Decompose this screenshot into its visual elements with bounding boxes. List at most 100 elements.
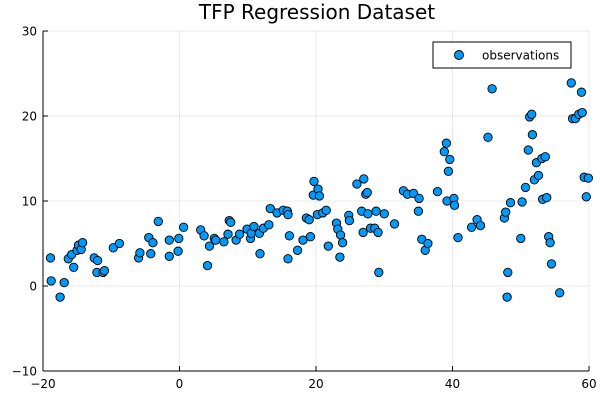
data-point bbox=[483, 132, 493, 142]
data-point bbox=[204, 241, 215, 251]
data-point bbox=[583, 173, 593, 183]
data-point bbox=[178, 222, 189, 232]
data-point bbox=[487, 84, 497, 94]
data-point bbox=[337, 238, 348, 248]
data-point bbox=[55, 292, 65, 302]
data-point bbox=[389, 219, 400, 229]
data-point bbox=[413, 206, 424, 216]
data-point bbox=[523, 145, 533, 155]
data-point bbox=[581, 192, 591, 202]
data-point bbox=[46, 276, 56, 286]
x-tick-label: 0 bbox=[176, 377, 184, 391]
data-point bbox=[219, 237, 229, 247]
data-point bbox=[164, 251, 174, 261]
data-point bbox=[501, 207, 511, 217]
data-point bbox=[321, 205, 331, 215]
data-point bbox=[249, 221, 259, 232]
data-point bbox=[540, 152, 550, 162]
data-point bbox=[443, 166, 454, 176]
data-point bbox=[283, 209, 293, 220]
data-point bbox=[373, 227, 383, 238]
data-point bbox=[174, 233, 184, 244]
data-point bbox=[265, 203, 275, 214]
y-tick-label: 0 bbox=[29, 280, 37, 294]
data-point bbox=[545, 238, 555, 248]
data-point bbox=[577, 107, 587, 118]
data-point bbox=[363, 209, 373, 219]
legend: observations bbox=[432, 41, 572, 69]
y-tick-label: −10 bbox=[12, 365, 37, 379]
x-tick-label: 40 bbox=[445, 377, 460, 391]
data-point bbox=[379, 209, 389, 219]
data-point bbox=[135, 248, 145, 258]
chart-title: TFP Regression Dataset bbox=[198, 0, 435, 24]
data-point bbox=[173, 246, 183, 256]
legend-label: observations bbox=[482, 49, 559, 63]
data-point bbox=[453, 232, 463, 243]
y-tick-label: 30 bbox=[22, 25, 37, 39]
data-point bbox=[264, 220, 274, 230]
data-point bbox=[374, 267, 384, 278]
data-point bbox=[69, 262, 79, 272]
data-point bbox=[527, 109, 537, 119]
data-point bbox=[148, 238, 158, 248]
data-point bbox=[359, 174, 369, 184]
data-point bbox=[542, 192, 552, 203]
data-point bbox=[77, 238, 88, 248]
data-point bbox=[146, 249, 156, 259]
data-point bbox=[234, 229, 245, 239]
data-point bbox=[362, 187, 372, 198]
data-point bbox=[284, 231, 295, 241]
data-point bbox=[153, 216, 163, 227]
data-point bbox=[441, 138, 452, 148]
data-point bbox=[335, 252, 345, 262]
data-point bbox=[255, 249, 265, 259]
y-tick-label: 20 bbox=[22, 110, 37, 124]
data-point bbox=[475, 220, 486, 231]
data-point bbox=[527, 130, 538, 140]
data-point bbox=[516, 233, 526, 244]
data-point bbox=[505, 198, 516, 208]
data-point bbox=[432, 186, 443, 197]
data-point bbox=[445, 154, 455, 165]
data-point bbox=[114, 238, 125, 249]
data-point bbox=[314, 191, 325, 201]
data-point bbox=[304, 215, 314, 225]
x-tick-label: 60 bbox=[581, 377, 596, 391]
data-point bbox=[358, 227, 368, 238]
data-point bbox=[323, 241, 333, 251]
data-point bbox=[520, 182, 531, 193]
data-point bbox=[226, 217, 236, 227]
data-point bbox=[164, 235, 174, 245]
data-point bbox=[199, 231, 209, 241]
data-point bbox=[352, 179, 362, 189]
y-tick-label: 10 bbox=[22, 195, 37, 209]
data-point bbox=[533, 170, 544, 181]
data-point bbox=[503, 267, 513, 278]
data-point bbox=[335, 230, 346, 240]
data-point bbox=[344, 215, 355, 226]
legend-marker bbox=[454, 50, 464, 60]
data-point bbox=[45, 253, 56, 263]
data-point bbox=[211, 235, 221, 245]
data-point bbox=[92, 255, 103, 266]
data-point bbox=[202, 260, 213, 271]
data-point bbox=[546, 259, 557, 269]
data-point bbox=[292, 245, 303, 255]
x-tick-label: 20 bbox=[308, 377, 323, 391]
data-point bbox=[423, 238, 433, 249]
data-point bbox=[59, 277, 69, 288]
data-points bbox=[45, 78, 593, 302]
data-point bbox=[555, 288, 565, 298]
data-point bbox=[502, 292, 512, 302]
tick-labels: −20 0 20 40 60 −10 0 10 20 30 bbox=[12, 25, 597, 392]
x-tick-label: −20 bbox=[30, 377, 55, 391]
data-point bbox=[449, 200, 460, 210]
data-point bbox=[298, 235, 308, 245]
data-point bbox=[305, 232, 316, 242]
data-point bbox=[576, 87, 587, 97]
data-point bbox=[566, 78, 576, 88]
data-point bbox=[466, 222, 477, 232]
data-point bbox=[223, 229, 233, 239]
